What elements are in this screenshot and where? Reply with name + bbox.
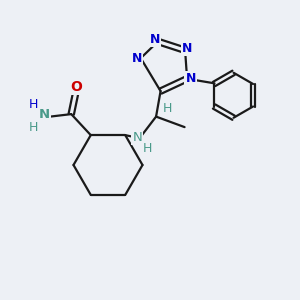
Text: N: N bbox=[182, 42, 193, 55]
Text: N: N bbox=[185, 72, 196, 85]
Text: H: H bbox=[28, 121, 38, 134]
Text: H: H bbox=[143, 142, 152, 155]
Text: N: N bbox=[150, 34, 160, 46]
Text: H: H bbox=[28, 98, 38, 111]
Text: N: N bbox=[132, 52, 142, 64]
Text: O: O bbox=[70, 80, 82, 94]
Text: H: H bbox=[163, 102, 172, 115]
Text: N: N bbox=[39, 108, 50, 121]
Text: N: N bbox=[132, 130, 142, 143]
